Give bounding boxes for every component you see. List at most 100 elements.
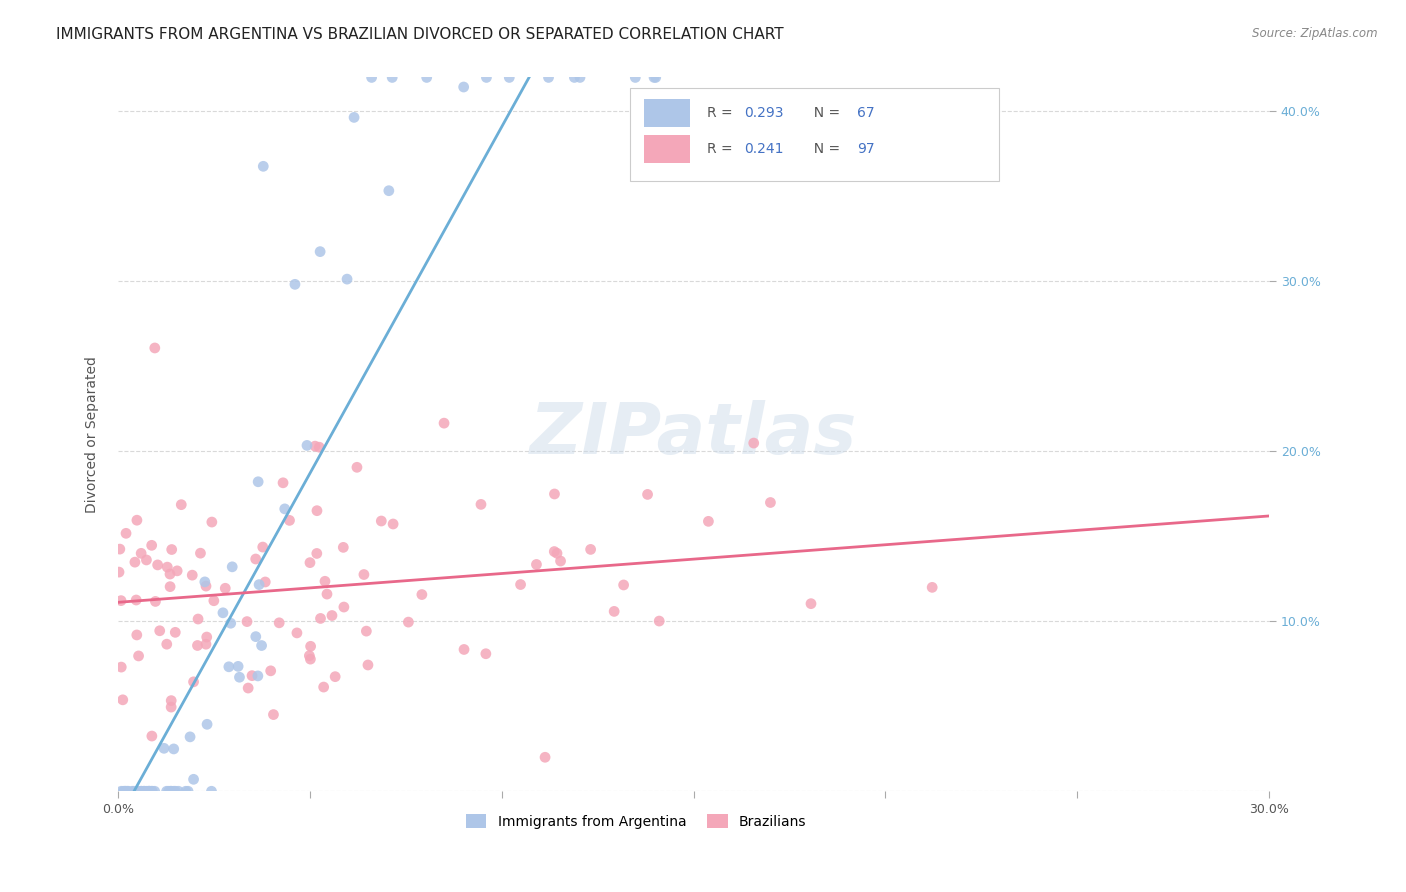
- Point: [526, 558, 548, 572]
- Point: [145, 594, 167, 608]
- Point: [509, 577, 531, 591]
- Point: [921, 580, 943, 594]
- Point: [271, 475, 294, 490]
- Point: [254, 574, 277, 589]
- Point: [637, 487, 659, 501]
- Point: [129, 784, 152, 798]
- Point: [187, 612, 209, 626]
- FancyBboxPatch shape: [644, 135, 690, 163]
- Text: 67: 67: [858, 106, 875, 120]
- Point: [498, 70, 520, 85]
- Point: [112, 784, 135, 798]
- Point: [396, 615, 419, 629]
- Point: [143, 341, 166, 355]
- Point: [156, 637, 179, 651]
- Point: [543, 544, 565, 558]
- Point: [166, 564, 188, 578]
- Point: [143, 784, 166, 798]
- Point: [299, 652, 322, 666]
- Text: N =: N =: [806, 142, 845, 156]
- Point: [262, 707, 284, 722]
- Point: [190, 546, 212, 560]
- Point: [153, 741, 176, 756]
- Point: [160, 693, 183, 707]
- Point: [165, 625, 187, 640]
- Point: [285, 626, 308, 640]
- Point: [138, 784, 160, 798]
- Point: [156, 560, 179, 574]
- Point: [157, 784, 180, 798]
- Point: [312, 680, 335, 694]
- Point: [228, 670, 250, 684]
- Point: [214, 581, 236, 595]
- Point: [343, 111, 366, 125]
- Point: [177, 784, 200, 798]
- Point: [759, 495, 782, 509]
- Point: [202, 593, 225, 607]
- Point: [110, 660, 132, 674]
- Point: [110, 593, 132, 607]
- FancyBboxPatch shape: [630, 88, 998, 181]
- Point: [534, 750, 557, 764]
- Point: [132, 784, 155, 798]
- Point: [648, 614, 671, 628]
- Point: [353, 567, 375, 582]
- Point: [163, 784, 186, 798]
- Point: [475, 647, 498, 661]
- Point: [470, 497, 492, 511]
- Point: [564, 70, 586, 85]
- Point: [159, 567, 181, 582]
- Point: [346, 460, 368, 475]
- Point: [305, 504, 328, 518]
- Point: [250, 639, 273, 653]
- Point: [194, 574, 217, 589]
- Point: [160, 542, 183, 557]
- Point: [332, 541, 354, 555]
- Point: [411, 588, 433, 602]
- Point: [247, 577, 270, 591]
- Point: [135, 553, 157, 567]
- Point: [221, 559, 243, 574]
- Point: [167, 784, 190, 798]
- Point: [159, 580, 181, 594]
- Point: [141, 729, 163, 743]
- Text: R =: R =: [707, 106, 737, 120]
- Text: 0.241: 0.241: [744, 142, 783, 156]
- Point: [160, 784, 183, 798]
- Point: [125, 628, 148, 642]
- Text: ZIPatlas: ZIPatlas: [530, 400, 858, 469]
- Point: [117, 784, 139, 798]
- Point: [135, 784, 157, 798]
- Point: [124, 555, 146, 569]
- Point: [284, 277, 307, 292]
- Point: [360, 70, 382, 85]
- Point: [212, 606, 235, 620]
- Point: [316, 587, 339, 601]
- Point: [114, 784, 136, 798]
- Point: [125, 513, 148, 527]
- Point: [110, 784, 132, 798]
- Point: [260, 664, 283, 678]
- Point: [141, 784, 163, 798]
- Point: [475, 70, 498, 85]
- Point: [195, 579, 218, 593]
- Point: [336, 272, 359, 286]
- Point: [108, 565, 131, 579]
- Point: [195, 717, 218, 731]
- Point: [114, 784, 136, 798]
- Point: [115, 784, 138, 798]
- Point: [697, 514, 720, 528]
- Point: [453, 80, 475, 95]
- Point: [304, 439, 326, 453]
- Point: [252, 159, 274, 173]
- Point: [308, 440, 330, 454]
- Point: [108, 542, 131, 557]
- Point: [537, 70, 560, 85]
- Point: [240, 668, 263, 682]
- Point: [219, 616, 242, 631]
- Point: [309, 244, 332, 259]
- Point: [613, 578, 636, 592]
- Text: Source: ZipAtlas.com: Source: ZipAtlas.com: [1253, 27, 1378, 40]
- Point: [195, 630, 218, 644]
- Point: [181, 568, 204, 582]
